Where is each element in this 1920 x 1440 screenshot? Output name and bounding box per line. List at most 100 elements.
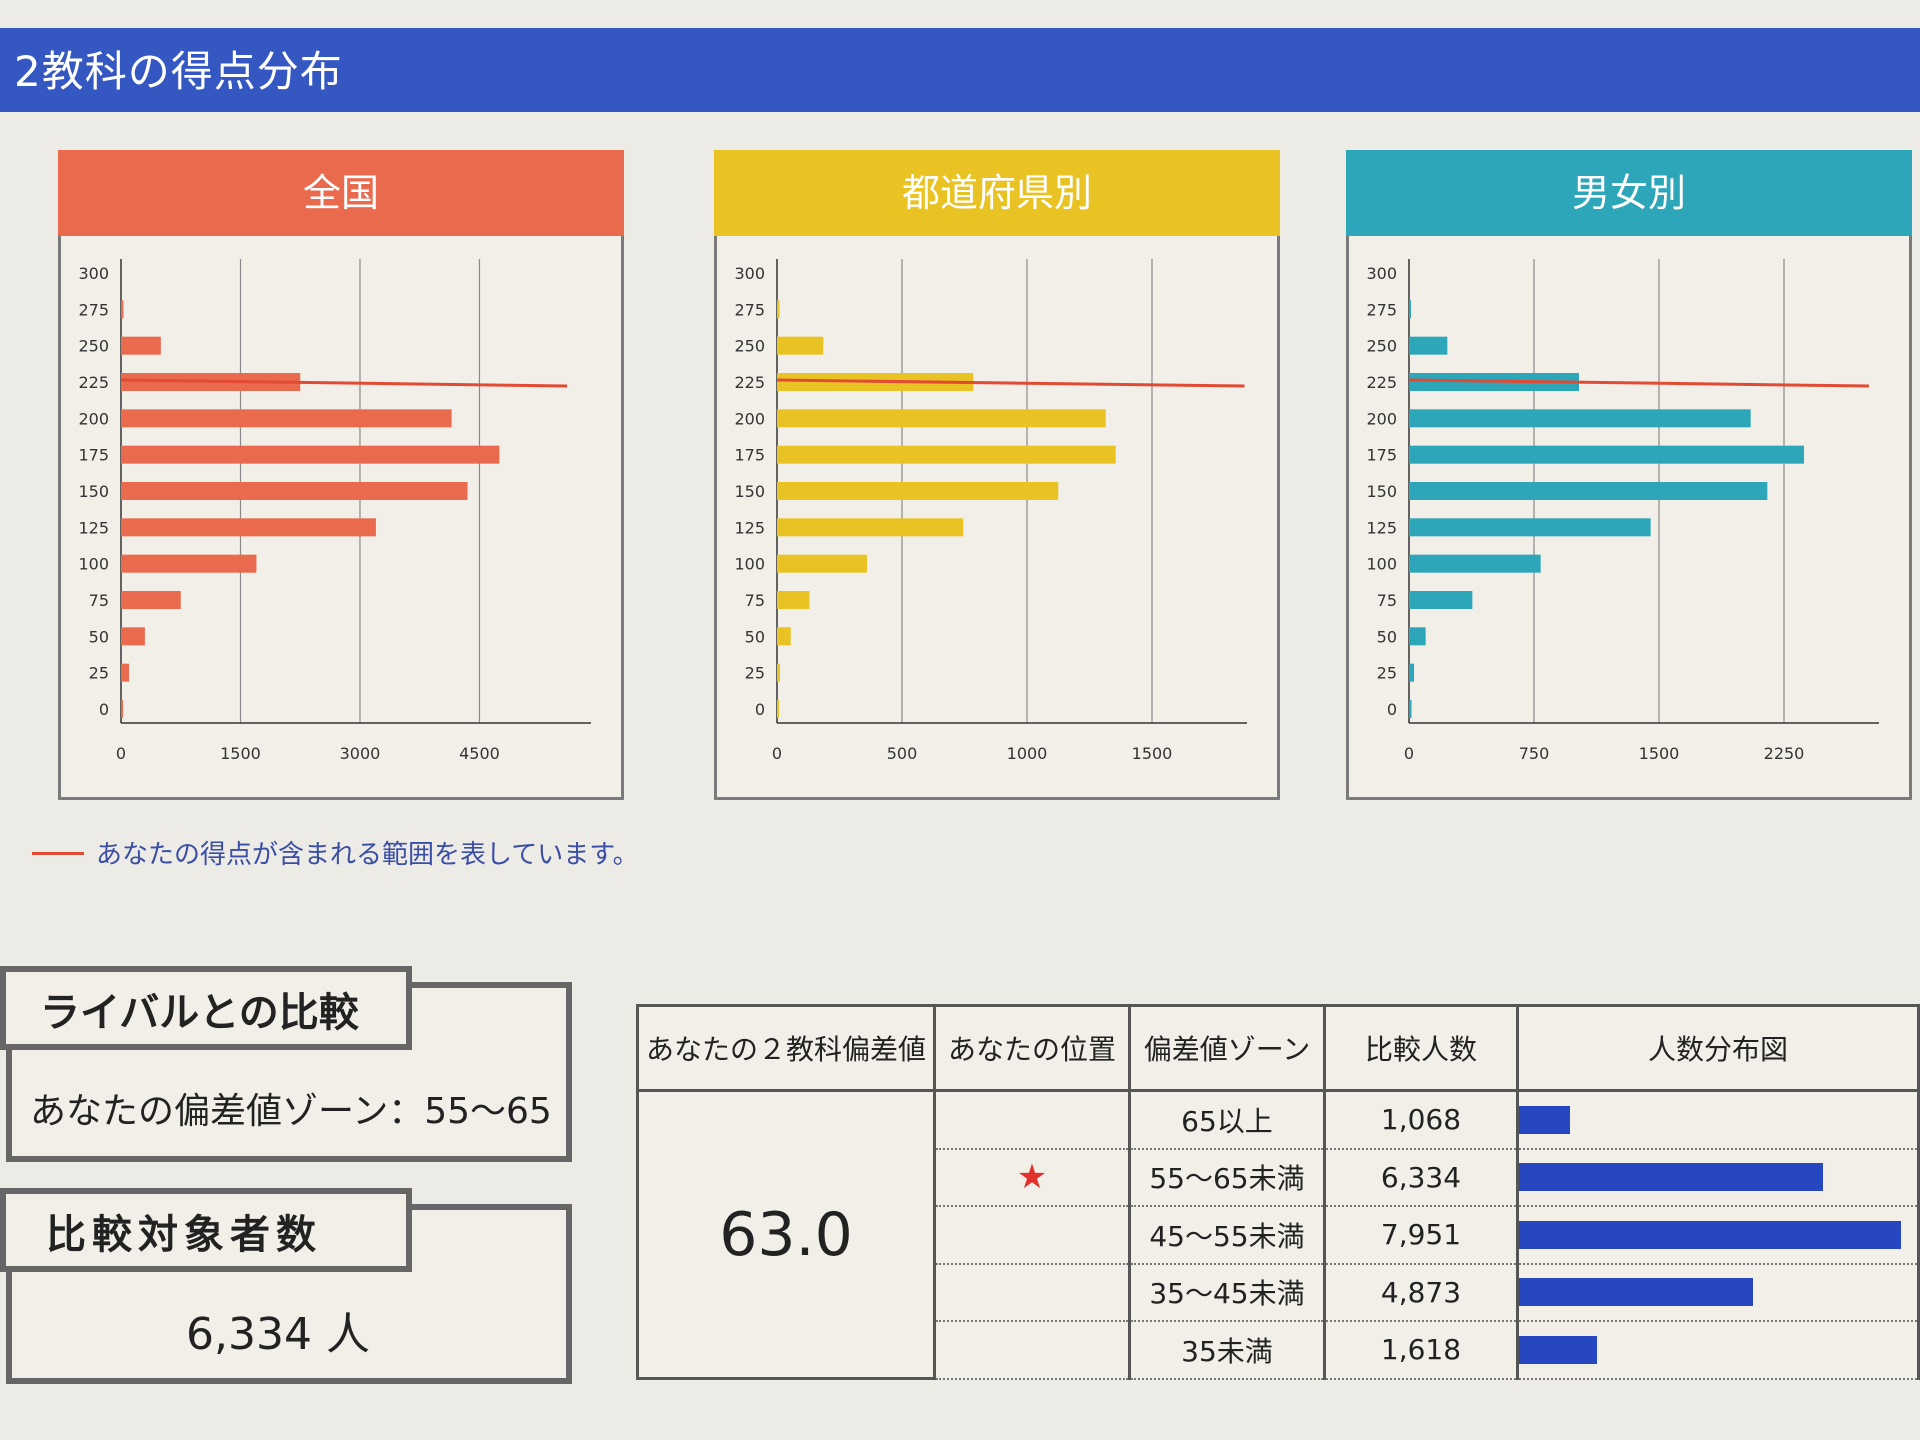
y-tick-label: 150 <box>1366 482 1397 501</box>
bar <box>1409 663 1414 682</box>
x-tick-label: 750 <box>1519 744 1550 763</box>
bar <box>777 591 810 609</box>
distribution-bar <box>1519 1163 1824 1192</box>
rival-tab <box>0 966 412 1050</box>
count-cell: 4,873 <box>1323 1262 1519 1323</box>
bar <box>777 554 867 573</box>
distribution-cell <box>1516 1089 1920 1150</box>
rival-zone-value: あなたの偏差値ゾーン：55～65 <box>30 1091 552 1132</box>
y-tick-label: 200 <box>78 409 109 428</box>
count-label: 比較対象者数 <box>46 1212 322 1258</box>
bar <box>121 627 145 646</box>
distribution-bar <box>1519 1335 1597 1364</box>
y-tick-label: 50 <box>745 627 765 646</box>
x-tick-label: 2250 <box>1764 744 1805 763</box>
bar <box>1409 627 1426 646</box>
zone-cell: 65以上 <box>1128 1089 1326 1150</box>
y-tick-label: 0 <box>1387 700 1397 719</box>
header-score: あなたの２教科偏差値 <box>636 1004 936 1092</box>
bar <box>777 518 964 537</box>
bar <box>121 663 129 682</box>
count-cell: 1,068 <box>1323 1089 1519 1150</box>
chart-national: 0 1500 3000 4500 0 25 50 75 100 125 150 175 200 225 25… <box>78 259 591 763</box>
distribution-cell <box>1516 1205 1920 1265</box>
y-tick-label: 100 <box>1366 555 1397 574</box>
y-tick-label: 150 <box>734 482 765 501</box>
bar <box>121 518 376 537</box>
y-tick-label: 0 <box>755 700 765 719</box>
distribution-bar <box>1519 1220 1902 1249</box>
header-zone: 偏差値ゾーン <box>1128 1004 1326 1092</box>
zone-cell: 45～55未満 <box>1128 1205 1326 1265</box>
y-tick-label: 75 <box>89 591 109 610</box>
zone-cell: 35～45未満 <box>1128 1262 1326 1323</box>
header-count: 比較人数 <box>1323 1004 1519 1092</box>
header-band <box>0 28 1920 112</box>
header-position: あなたの位置 <box>933 1004 1131 1092</box>
table-row: ★ 55～65未満 6,334 <box>638 1147 1920 1208</box>
bar <box>1409 336 1448 355</box>
comparison-table: あなたの２教科偏差値 あなたの位置 偏差値ゾーン 比較人数 人数分布図 63.0… <box>636 1004 1920 1380</box>
y-tick-label: 225 <box>78 373 109 392</box>
y-tick-label: 275 <box>1366 300 1397 319</box>
x-tick-label: 500 <box>887 744 918 763</box>
distribution-cell <box>1516 1262 1920 1323</box>
bar <box>121 409 452 428</box>
y-tick-label: 125 <box>78 518 109 537</box>
y-tick-label: 250 <box>734 337 765 356</box>
x-tick-label: 0 <box>1404 744 1414 763</box>
y-tick-label: 50 <box>89 627 109 646</box>
count-cell: 6,334 <box>1323 1147 1519 1208</box>
distribution-bar <box>1519 1278 1754 1307</box>
chart-gender: 0 750 1500 2250 0 25 50 75 100 125 150 175 200 225 250… <box>1366 259 1879 763</box>
y-tick-label: 175 <box>78 446 109 465</box>
y-tick-label: 75 <box>745 591 765 610</box>
y-tick-label: 225 <box>734 373 765 392</box>
x-tick-label: 4500 <box>459 744 500 763</box>
y-tick-label: 300 <box>1366 264 1397 283</box>
bar <box>1409 591 1473 609</box>
bar <box>1409 482 1768 500</box>
position-cell <box>933 1205 1131 1265</box>
y-tick-label: 200 <box>1366 409 1397 428</box>
y-tick-label: 300 <box>78 264 109 283</box>
table-header-row: あなたの２教科偏差値 あなたの位置 偏差値ゾーン 比較人数 人数分布図 <box>636 1004 1920 1092</box>
rival-label: ライバルとの比較 <box>40 990 359 1036</box>
bar <box>1409 409 1751 428</box>
y-tick-label: 75 <box>1377 591 1397 610</box>
y-tick-label: 300 <box>734 264 765 283</box>
bar <box>777 482 1059 500</box>
bar <box>121 336 161 355</box>
y-tick-label: 0 <box>99 700 109 719</box>
bar <box>777 409 1106 428</box>
y-tick-label: 175 <box>1366 446 1397 465</box>
x-tick-label: 1500 <box>1132 744 1173 763</box>
y-tick-label: 200 <box>734 409 765 428</box>
y-tick-label: 250 <box>1366 337 1397 356</box>
chart-prefecture: 0 500 1000 1500 0 25 50 75 100 125 150 175 200 225 250… <box>734 259 1247 763</box>
legend-text: あなたの得点が含まれる範囲を表しています。 <box>96 840 639 870</box>
y-tick-label: 125 <box>1366 518 1397 537</box>
y-tick-label: 25 <box>89 664 109 683</box>
bar <box>121 591 181 609</box>
distribution-bar <box>1519 1105 1571 1134</box>
legend-marker-line <box>32 852 84 855</box>
position-cell <box>933 1262 1131 1323</box>
position-star-icon: ★ <box>933 1147 1131 1208</box>
bar <box>777 445 1116 464</box>
score-marker-line <box>776 378 1245 388</box>
bar <box>121 700 123 718</box>
zone-cell: 35未満 <box>1128 1320 1326 1380</box>
page-title: 2教科の得点分布 <box>14 47 343 96</box>
bar <box>121 445 500 464</box>
distribution-cell <box>1516 1320 1920 1380</box>
position-cell <box>933 1089 1131 1150</box>
bar <box>121 482 468 500</box>
y-tick-label: 50 <box>1377 627 1397 646</box>
y-tick-label: 250 <box>78 337 109 356</box>
y-tick-label: 25 <box>1377 664 1397 683</box>
x-tick-label: 0 <box>772 744 782 763</box>
bar <box>121 554 257 573</box>
table-row: 35～45未満 4,873 <box>638 1262 1920 1323</box>
table-row: 35未満 1,618 <box>638 1320 1920 1380</box>
